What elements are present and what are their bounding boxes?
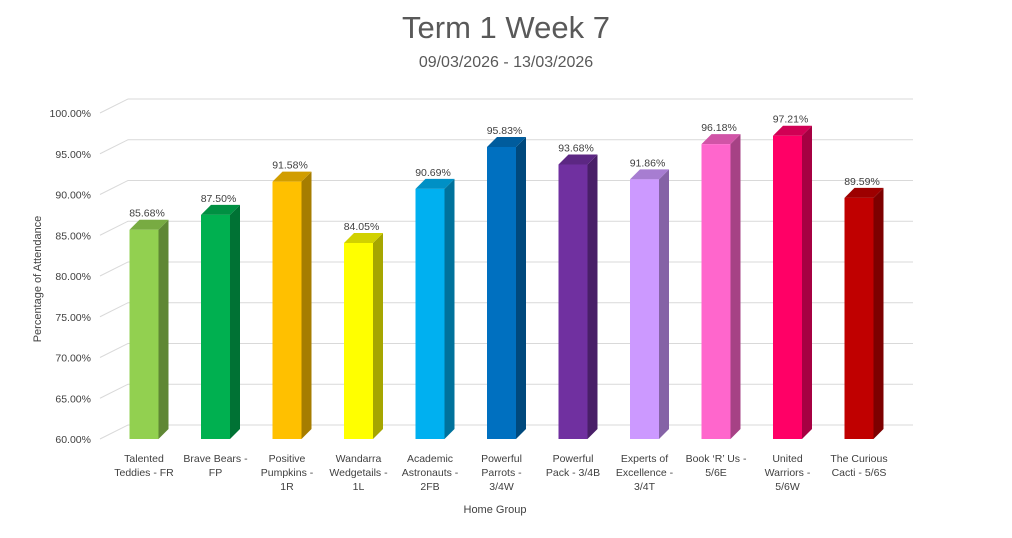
category-label: Brave Bears -FP [183,453,248,479]
bar-side [230,204,240,439]
bar: 95.83% [487,125,526,439]
bar-front [272,181,302,440]
data-label: 96.18% [701,122,737,134]
bar-top [272,171,312,182]
x-axis-categories: Talented Teddies - FR Brave Bears -FP Posit… [114,453,887,493]
category-label: Powerful Parrots -3/4W [481,453,522,493]
bar-side [587,154,598,439]
bar-side [158,219,169,439]
data-label: 95.83% [487,125,523,137]
bar-top [201,204,240,215]
bar-side [730,134,741,439]
category-label: Experts of Excellence -3/4T [616,453,674,493]
y-tick-label: 95.00% [55,149,91,161]
bar-side [373,232,383,439]
gridline [99,139,913,155]
bar-front [558,164,588,439]
bar-front [487,146,516,439]
bar: 97.21% [773,114,812,440]
bar: 85.68% [129,208,169,439]
y-tick-label: 70.00% [55,353,91,365]
bar-side [802,125,812,440]
data-label: 91.86% [630,157,666,169]
bar-front [415,188,445,439]
category-label: Powerful Pack - 3/4B [546,453,600,479]
data-label: 89.59% [844,176,880,188]
bar-front [773,135,802,439]
bar-top [558,154,598,165]
bar-top [344,232,383,243]
bar-top [630,169,669,180]
category-label: The Curious Cacti - 5/6S [830,453,887,479]
y-tick-label: 85.00% [55,230,91,242]
y-tick-label: 60.00% [55,434,91,446]
y-tick-label: 75.00% [55,312,91,324]
category-label: Book ‘R’ Us -5/6E [686,453,747,479]
bar-front [701,144,731,439]
data-label: 85.68% [129,208,165,220]
data-label: 91.58% [272,160,308,172]
y-tick-label: 90.00% [55,190,91,202]
bar-side [516,136,526,439]
y-axis-ticks: 60.00% 65.00% 70.00% 75.00% 80.00% 85.00% 90.0… [50,108,91,446]
data-label: 87.50% [201,193,237,205]
bar-front [129,229,159,439]
bar-front [630,179,659,439]
bar-top [701,134,741,145]
bar-top [487,136,526,147]
y-tick-label: 65.00% [55,393,91,405]
y-tick-label: 80.00% [55,271,91,283]
data-label: 84.05% [344,221,380,233]
y-axis-label: Percentage of Attendance [32,216,44,343]
bar-top [773,125,812,136]
category-label: United Warriors -5/6W [765,453,811,493]
bar-side [873,187,884,439]
bar-front [844,197,874,439]
bar: 93.68% [558,143,598,439]
bar-front [344,242,373,439]
category-label: Academic Astronauts -2FB [402,453,459,493]
bar: 91.58% [272,160,312,440]
y-tick-label: 100.00% [50,108,91,120]
category-label: Wandarra Wedgetails -1L [329,453,388,493]
bar-top [129,219,169,230]
data-label: 90.69% [415,167,451,179]
gridline [99,98,913,114]
bar: 87.50% [201,193,240,439]
bar: 90.69% [415,167,455,439]
category-label: Positive Pumpkins -1R [261,453,314,493]
chart-title: Term 1 Week 7 [402,10,610,45]
data-label: 97.21% [773,114,809,126]
bar-side [659,169,669,439]
bar: 89.59% [844,176,884,439]
bar: 91.86% [630,157,669,439]
bar-top [415,178,455,189]
bar: 84.05% [344,221,383,439]
data-label: 93.68% [558,143,594,155]
bar-side [444,178,455,439]
bar-front [201,214,230,439]
bar: 96.18% [701,122,741,439]
bar-side [301,171,312,440]
category-label: Talented Teddies - FR [114,453,174,479]
bar-series: 85.68% 87.50% 91.58% 84.05% 90.69% 95.83% 93.6… [129,114,884,440]
bar-top [844,187,884,198]
x-axis-label: Home Group [464,504,527,516]
chart-subtitle: 09/03/2026 - 13/03/2026 [418,54,594,71]
